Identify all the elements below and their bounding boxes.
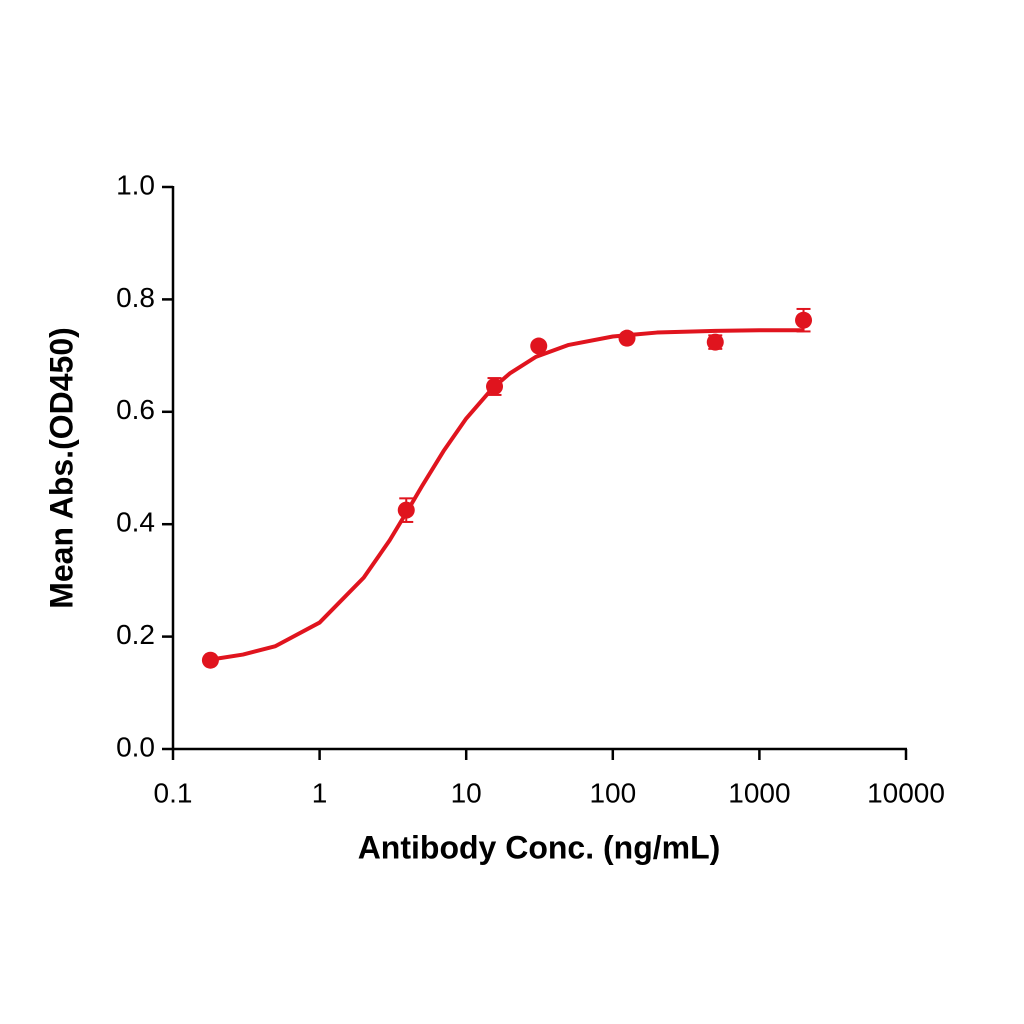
x-tick-label: 100	[589, 777, 636, 808]
y-axis-title: Mean Abs.(OD450)	[43, 327, 79, 609]
x-tick-label: 10	[451, 777, 482, 808]
x-tick-label: 0.1	[154, 777, 193, 808]
data-point	[618, 329, 636, 347]
y-tick-label: 1.0	[116, 169, 155, 200]
data-point	[530, 337, 548, 355]
data-point	[201, 651, 219, 669]
x-axis-title: Antibody Conc. (ng/mL)	[358, 829, 721, 865]
y-tick-label: 0.6	[116, 394, 155, 425]
y-tick-label: 0.2	[116, 619, 155, 650]
y-tick-label: 0.8	[116, 282, 155, 313]
data-point	[486, 378, 504, 396]
fit-curve	[210, 328, 804, 662]
y-tick-label: 0.0	[116, 731, 155, 762]
data-point	[795, 311, 813, 329]
x-tick-label: 1000	[728, 777, 790, 808]
data-point	[397, 501, 415, 519]
x-tick-label: 1	[312, 777, 328, 808]
data-point	[706, 333, 724, 351]
x-tick-label: 10000	[867, 777, 945, 808]
y-tick-label: 0.4	[116, 507, 155, 538]
